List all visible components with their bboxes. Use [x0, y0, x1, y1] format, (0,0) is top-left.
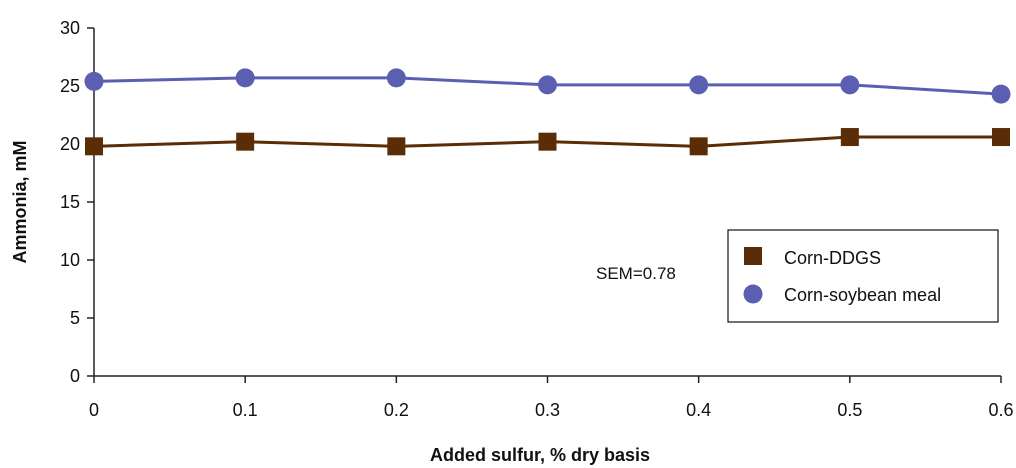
data-point-corn-soybean-meal [840, 75, 860, 95]
legend-label-corn-ddgs: Corn-DDGS [784, 248, 881, 268]
data-point-corn-soybean-meal [538, 75, 557, 95]
data-point-corn-ddgs [992, 128, 1010, 147]
x-tick-label: 0.6 [988, 400, 1013, 420]
legend-marker-corn-ddgs [744, 247, 762, 265]
x-tick-label: 0.5 [837, 400, 862, 420]
y-tick-label: 15 [60, 192, 80, 212]
x-axis-ticks: 0 0.1 0.2 0.3 0.4 0.5 0.6 [89, 376, 1014, 420]
x-axis-title: Added sulfur, % dry basis [430, 445, 650, 465]
data-point-corn-soybean-meal [84, 71, 104, 91]
legend: Corn-DDGS Corn-soybean meal [727, 229, 999, 323]
data-point-corn-soybean-meal [235, 68, 255, 88]
x-tick-label: 0.2 [384, 400, 409, 420]
legend-marker-corn-soybean-meal [743, 284, 763, 304]
x-tick-label: 0 [89, 400, 99, 420]
y-axis-title: Ammonia, mM [10, 140, 30, 263]
x-tick-label: 0.4 [686, 400, 711, 420]
y-axis-ticks: 0 5 10 15 20 25 30 [60, 18, 94, 386]
data-point-corn-ddgs [387, 137, 406, 156]
data-point-corn-soybean-meal [991, 84, 1011, 104]
y-tick-label: 25 [60, 76, 80, 96]
y-tick-label: 20 [60, 134, 80, 154]
y-tick-label: 5 [70, 308, 80, 328]
legend-box [727, 229, 999, 323]
series-layer [84, 68, 1011, 156]
data-point-corn-soybean-meal [689, 75, 709, 95]
x-tick-label: 0.3 [535, 400, 560, 420]
y-tick-label: 30 [60, 18, 80, 38]
x-tick-label: 0.1 [233, 400, 258, 420]
legend-label-corn-soybean-meal: Corn-soybean meal [784, 285, 941, 305]
data-point-corn-ddgs [85, 137, 103, 156]
data-point-corn-ddgs [689, 137, 708, 156]
y-tick-label: 0 [70, 366, 80, 386]
data-point-corn-ddgs [840, 128, 859, 147]
data-point-corn-ddgs [538, 132, 557, 151]
y-tick-label: 10 [60, 250, 80, 270]
data-point-corn-ddgs [236, 132, 255, 151]
sem-annotation: SEM=0.78 [596, 264, 676, 283]
data-point-corn-soybean-meal [386, 68, 406, 88]
